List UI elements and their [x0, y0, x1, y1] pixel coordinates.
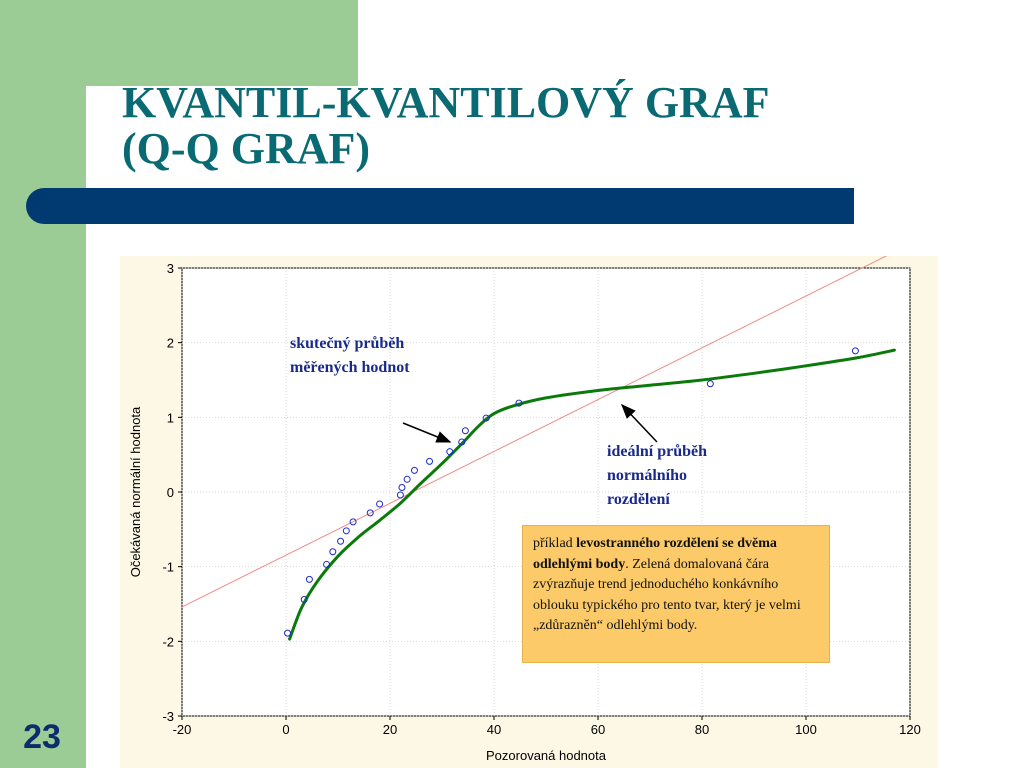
- data-point: [349, 518, 357, 526]
- note-bold: levostranného rozdělení se dvěma odlehlý…: [533, 536, 777, 572]
- data-point: [342, 527, 350, 535]
- y-axis-label: Očekávaná normální hodnota: [128, 406, 143, 577]
- note-box: příklad levostranného rozdělení se dvěma…: [522, 525, 830, 663]
- data-point: [458, 438, 466, 446]
- qq-chart-svg: -20 0 20 40 60 80 100 120 3 2 1 0 -1 -2 …: [128, 256, 921, 763]
- arrow-to-ideal-line: [620, 403, 658, 443]
- data-point: [376, 500, 384, 508]
- slide-title-line-2: (Q-Q GRAF): [122, 124, 371, 173]
- data-point: [851, 347, 859, 355]
- y-tick-label: -1: [162, 560, 174, 575]
- annotation-ideal-line-2: normálního: [607, 467, 688, 484]
- data-point: [461, 427, 469, 435]
- title-underline-bar: [26, 188, 854, 224]
- arrow-to-measured-curve: [402, 422, 452, 443]
- data-point: [426, 457, 434, 465]
- x-tick-label: 0: [282, 722, 289, 737]
- x-tick-label: 20: [383, 722, 397, 737]
- x-tick-label: -20: [173, 722, 192, 737]
- annotation-ideal: ideální průběh normálního rozdělení: [607, 440, 707, 512]
- trend-curve: [288, 348, 896, 641]
- data-point: [284, 629, 292, 637]
- y-tick-label: -3: [162, 709, 174, 724]
- x-tick-label: 100: [795, 722, 817, 737]
- data-point: [366, 509, 374, 517]
- left-color-band: [0, 0, 86, 768]
- top-color-band: [86, 0, 358, 86]
- data-point: [305, 575, 313, 583]
- x-tick-label: 80: [695, 722, 709, 737]
- data-point: [398, 484, 406, 492]
- y-tick-label: 2: [167, 336, 174, 351]
- data-point: [515, 399, 523, 407]
- reference-line: [181, 256, 888, 608]
- annotation-measured-line-1: skutečný průběh: [290, 335, 405, 352]
- data-point: [323, 560, 331, 568]
- note-prefix: příklad: [533, 536, 577, 551]
- data-point: [396, 491, 404, 499]
- note-rest: . Zelená domalovaná čára zvýrazňuje tren…: [533, 556, 801, 634]
- data-point: [403, 475, 411, 483]
- annotation-ideal-line-1: ideální průběh: [607, 443, 708, 460]
- data-point: [482, 414, 490, 422]
- data-point: [410, 466, 418, 474]
- slide-title: KVANTIL-KVANTILOVÝ GRAF (Q-Q GRAF): [122, 80, 769, 172]
- y-tick-labels: 3 2 1 0 -1 -2 -3: [162, 261, 174, 724]
- x-tick-label: 120: [899, 722, 921, 737]
- x-axis-label: Pozorovaná hodnota: [486, 748, 607, 763]
- data-point: [300, 596, 308, 604]
- y-tick-label: 3: [167, 261, 174, 276]
- data-point: [706, 380, 714, 388]
- data-point: [337, 537, 345, 545]
- data-point: [446, 448, 454, 456]
- data-points: [284, 347, 859, 637]
- qq-chart: -20 0 20 40 60 80 100 120 3 2 1 0 -1 -2 …: [120, 256, 938, 768]
- x-tick-label: 60: [591, 722, 605, 737]
- data-point: [329, 548, 337, 556]
- slide-title-line-1: KVANTIL-KVANTILOVÝ GRAF: [122, 78, 770, 127]
- axis-ticks: [178, 267, 911, 720]
- annotation-ideal-line-3: rozdělení: [607, 491, 670, 508]
- y-tick-label: 1: [167, 410, 174, 425]
- page-number: 23: [23, 718, 61, 756]
- x-tick-label: 40: [487, 722, 501, 737]
- y-tick-label: 0: [167, 485, 174, 500]
- x-tick-labels: -20 0 20 40 60 80 100 120: [173, 722, 921, 737]
- annotation-measured: skutečný průběh měřených hodnot: [290, 332, 410, 380]
- y-tick-label: -2: [162, 634, 174, 649]
- annotation-measured-line-2: měřených hodnot: [290, 359, 410, 376]
